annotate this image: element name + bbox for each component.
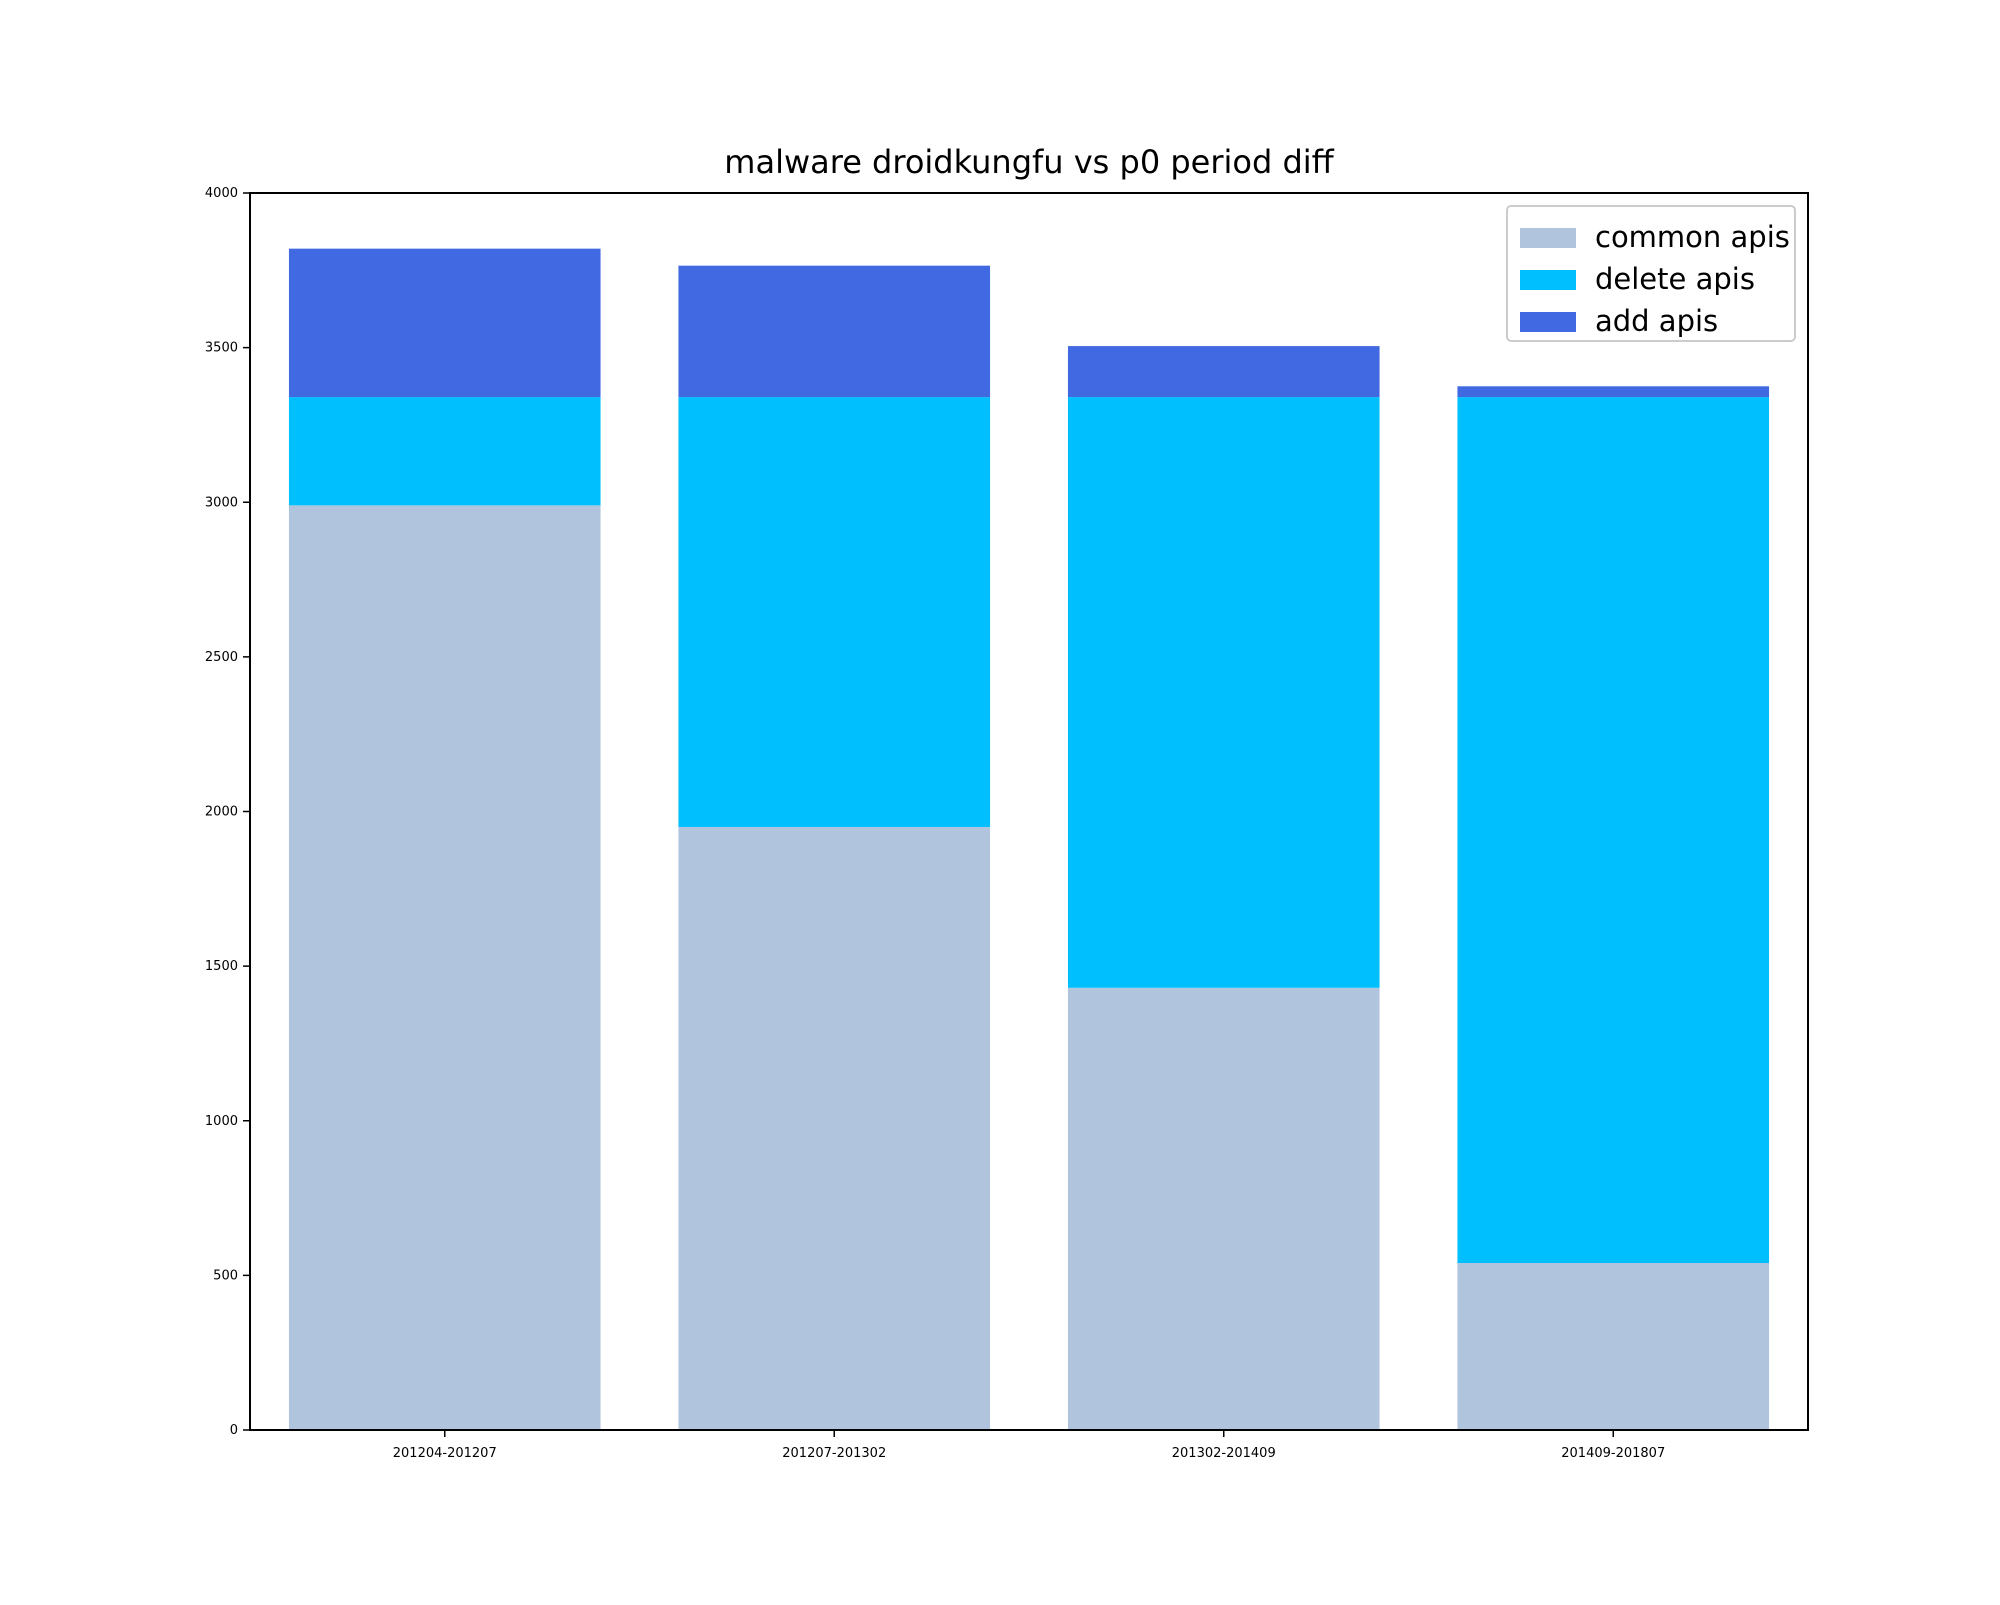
legend-label-common-apis: common apis	[1595, 220, 1790, 254]
x-tick-label: 201302-201409	[1172, 1446, 1276, 1461]
y-axis: 0 500 1000 1500 2000 2500 3000 3500 4000	[205, 186, 250, 1438]
bar-common-apis-2	[1067, 987, 1380, 1430]
legend-label-add-apis: add apis	[1595, 304, 1718, 338]
y-tick-label: 1000	[205, 1114, 238, 1129]
legend-label-delete-apis: delete apis	[1595, 262, 1755, 296]
y-tick-label: 2500	[205, 650, 238, 665]
x-tick-label: 201204-201207	[393, 1446, 497, 1461]
y-tick-label: 3500	[205, 341, 238, 356]
legend-swatch-common-apis	[1520, 228, 1576, 248]
chart-title: malware droidkungfu vs p0 period diff	[724, 143, 1334, 181]
plot-frame	[249, 192, 1809, 1431]
bar-delete-apis-2	[1067, 397, 1380, 988]
bar-add-apis-0	[288, 248, 601, 398]
y-tick-label: 0	[230, 1423, 238, 1438]
bar-delete-apis-0	[288, 397, 601, 506]
y-tick-label: 2000	[205, 805, 238, 820]
legend-swatch-delete-apis	[1520, 270, 1576, 290]
bar-add-apis-1	[678, 265, 991, 398]
legend: common apis delete apis add apis	[1506, 205, 1796, 342]
bar-add-apis-3	[1457, 386, 1770, 398]
legend-swatch-add-apis	[1520, 312, 1576, 332]
y-tick-label: 4000	[205, 186, 238, 201]
x-axis: 201204-201207 201207-201302 201302-201409 2…	[393, 1430, 1665, 1461]
bars-group	[288, 248, 1770, 1430]
bar-add-apis-2	[1067, 346, 1380, 398]
y-tick-label: 3000	[205, 495, 238, 510]
y-tick-label: 500	[213, 1268, 238, 1283]
x-tick-label: 201409-201807	[1561, 1446, 1665, 1461]
x-tick-label: 201207-201302	[782, 1446, 886, 1461]
legend-box	[1506, 205, 1796, 342]
bar-common-apis-3	[1457, 1263, 1770, 1430]
bar-delete-apis-3	[1457, 397, 1770, 1264]
bar-common-apis-1	[678, 826, 991, 1430]
y-tick-label: 1500	[205, 959, 238, 974]
bar-common-apis-0	[288, 505, 601, 1430]
bar-delete-apis-1	[678, 397, 991, 827]
